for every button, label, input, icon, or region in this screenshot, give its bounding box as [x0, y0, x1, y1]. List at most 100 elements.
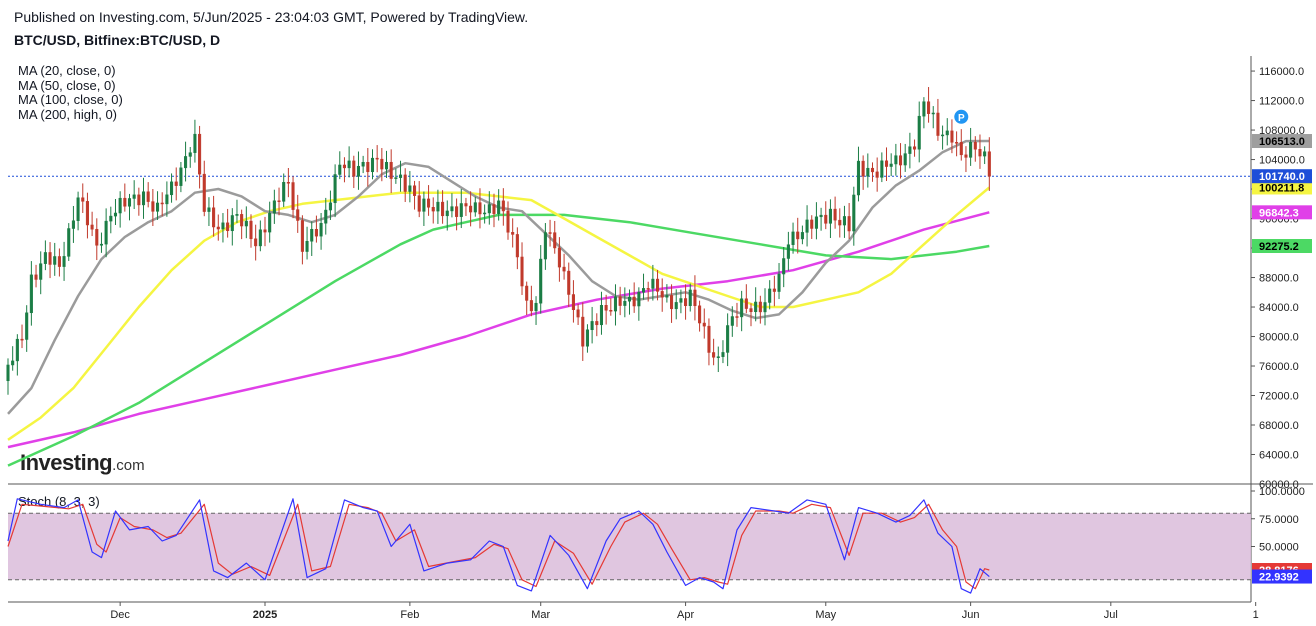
ma20-legend[interactable]: MA (20, close, 0): [18, 63, 116, 78]
candle: [866, 167, 870, 177]
candle: [436, 201, 440, 212]
ma-value-label-bg: [1252, 239, 1312, 254]
candle: [179, 167, 183, 186]
candle: [375, 157, 379, 160]
candle: [913, 146, 917, 150]
candle: [473, 202, 477, 213]
candle: [109, 215, 113, 222]
logo-suffix: .com: [112, 457, 145, 474]
ma-value-label-bg: [1252, 205, 1312, 220]
stoch-band: [8, 513, 1251, 580]
candle: [847, 216, 851, 232]
candle: [623, 300, 627, 306]
candle: [702, 322, 706, 327]
candle: [693, 289, 697, 307]
time-tick-label: May: [815, 609, 836, 621]
candle: [529, 300, 533, 312]
candle: [651, 278, 655, 289]
price-tick-label: 68000.0: [1259, 420, 1299, 432]
candle: [296, 209, 300, 221]
candle: [656, 278, 660, 292]
candle: [469, 205, 473, 213]
candle: [674, 302, 678, 310]
ma-value-label: 96842.3: [1259, 207, 1299, 219]
candle: [562, 266, 566, 272]
candle: [39, 263, 43, 280]
candle: [450, 206, 454, 212]
candle: [398, 174, 403, 178]
candle: [889, 163, 893, 167]
ma100-legend[interactable]: MA (100, close, 0): [18, 92, 123, 107]
candle: [254, 238, 258, 247]
candle: [314, 228, 318, 237]
candle: [497, 200, 501, 214]
candle: [833, 208, 837, 221]
candle: [174, 181, 178, 186]
candle: [310, 228, 314, 242]
candle: [796, 231, 800, 240]
candle: [749, 308, 753, 313]
candle: [824, 214, 828, 224]
candle: [342, 164, 346, 169]
candle: [11, 360, 15, 366]
candle: [777, 273, 781, 292]
price-tick-label: 88000.0: [1259, 273, 1299, 285]
stoch-k-value: 22.9392: [1259, 572, 1299, 584]
candle: [90, 224, 94, 230]
candle: [679, 298, 683, 303]
candle: [113, 212, 118, 217]
candle: [403, 174, 407, 192]
candle: [931, 112, 935, 115]
candle: [539, 258, 543, 304]
time-tick-label: Feb: [400, 609, 419, 621]
candle: [637, 291, 641, 307]
stoch-k-value-bg: [1252, 569, 1312, 584]
candle: [557, 247, 561, 268]
candle: [726, 325, 730, 353]
candle: [441, 201, 445, 217]
candle: [814, 216, 818, 229]
ma20-line: [7, 139, 990, 415]
candle: [282, 182, 286, 202]
candle: [525, 285, 529, 301]
candle: [15, 338, 19, 362]
time-tick-label: Jun: [962, 609, 980, 621]
ma50-legend[interactable]: MA (50, close, 0): [18, 77, 116, 93]
ma200-legend[interactable]: MA (200, high, 0): [18, 106, 117, 122]
candle: [511, 232, 515, 235]
price-tick-label: 80000.0: [1259, 332, 1299, 344]
candle: [305, 241, 309, 252]
ma-legend: MA (20, close, 0) MA (50, close, 0) MA (…: [18, 63, 123, 122]
candle: [240, 214, 244, 227]
candle: [71, 220, 75, 229]
candle: [670, 295, 674, 310]
candle: [132, 194, 136, 199]
candle: [590, 321, 594, 331]
candle: [300, 220, 304, 252]
candle: [548, 232, 552, 234]
stoch-k-line: [7, 498, 990, 594]
candle: [263, 229, 267, 233]
candle: [646, 288, 650, 290]
candle: [170, 181, 174, 196]
stoch-d-line: [7, 503, 990, 590]
candle: [48, 252, 52, 265]
candle: [427, 198, 431, 208]
candle: [571, 294, 575, 311]
candle: [184, 156, 188, 169]
candle: [202, 173, 206, 212]
candle: [137, 194, 141, 206]
price-tick-label: 112000.0: [1259, 96, 1304, 108]
candle: [758, 301, 762, 313]
candle: [333, 174, 337, 204]
candle: [487, 204, 491, 214]
candle: [936, 112, 940, 136]
time-tick-label: Dec: [110, 609, 130, 621]
candle: [964, 154, 968, 158]
candle: [955, 142, 959, 144]
candle: [160, 202, 164, 205]
ma-value-label-bg: [1252, 134, 1312, 149]
candle: [599, 305, 603, 326]
marker-label: P: [958, 113, 965, 124]
